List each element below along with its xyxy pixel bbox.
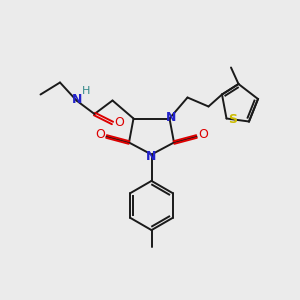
Text: N: N <box>72 93 82 106</box>
Text: N: N <box>146 149 157 163</box>
Text: O: O <box>95 128 105 142</box>
Text: O: O <box>114 116 124 130</box>
Text: H: H <box>82 86 90 96</box>
Text: S: S <box>229 112 238 126</box>
Text: N: N <box>166 111 176 124</box>
Text: O: O <box>198 128 208 142</box>
